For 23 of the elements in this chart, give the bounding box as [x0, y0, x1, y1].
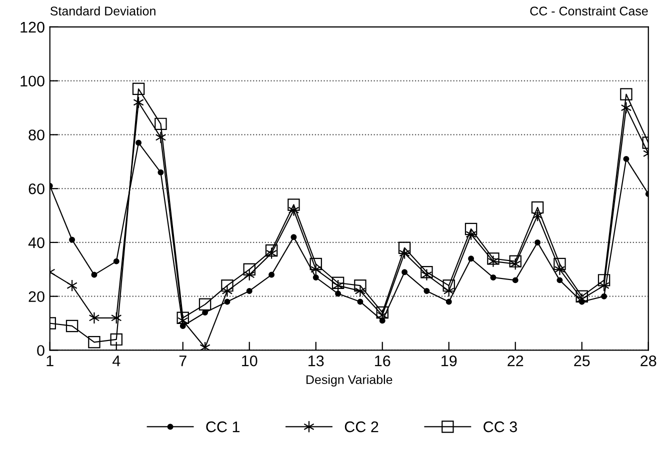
x-tick-label: 28 — [640, 355, 656, 366]
y-tick-label: 0 — [37, 345, 44, 356]
x-axis-title: Design Variable — [306, 374, 392, 387]
y-tick-label: 60 — [28, 183, 44, 194]
x-tick-label: 7 — [179, 356, 186, 366]
x-tick-label: 1 — [46, 356, 54, 366]
x-tick-label: 25 — [574, 355, 590, 366]
y-axis-title: Standard Deviation — [50, 6, 156, 16]
x-tick-label: 10 — [242, 355, 258, 366]
x-tick-label: 22 — [508, 355, 524, 366]
x-tick-label: 16 — [375, 355, 390, 366]
legend-label: CC 3 — [484, 421, 517, 432]
legend-label: CC 2 — [344, 421, 378, 432]
y-tick-label: 120 — [20, 22, 44, 33]
legend-label: CC 1 — [206, 421, 240, 432]
y-tick-label: 40 — [28, 237, 44, 248]
y-tick-label: 80 — [28, 130, 44, 140]
y-tick-label: 100 — [20, 76, 44, 87]
y-tick-label: 20 — [28, 291, 44, 302]
x-tick-label: 4 — [112, 356, 120, 366]
chart-title: CC - Constraint Case — [530, 6, 648, 16]
x-tick-label: 19 — [442, 355, 457, 366]
x-tick-label: 13 — [308, 355, 324, 366]
